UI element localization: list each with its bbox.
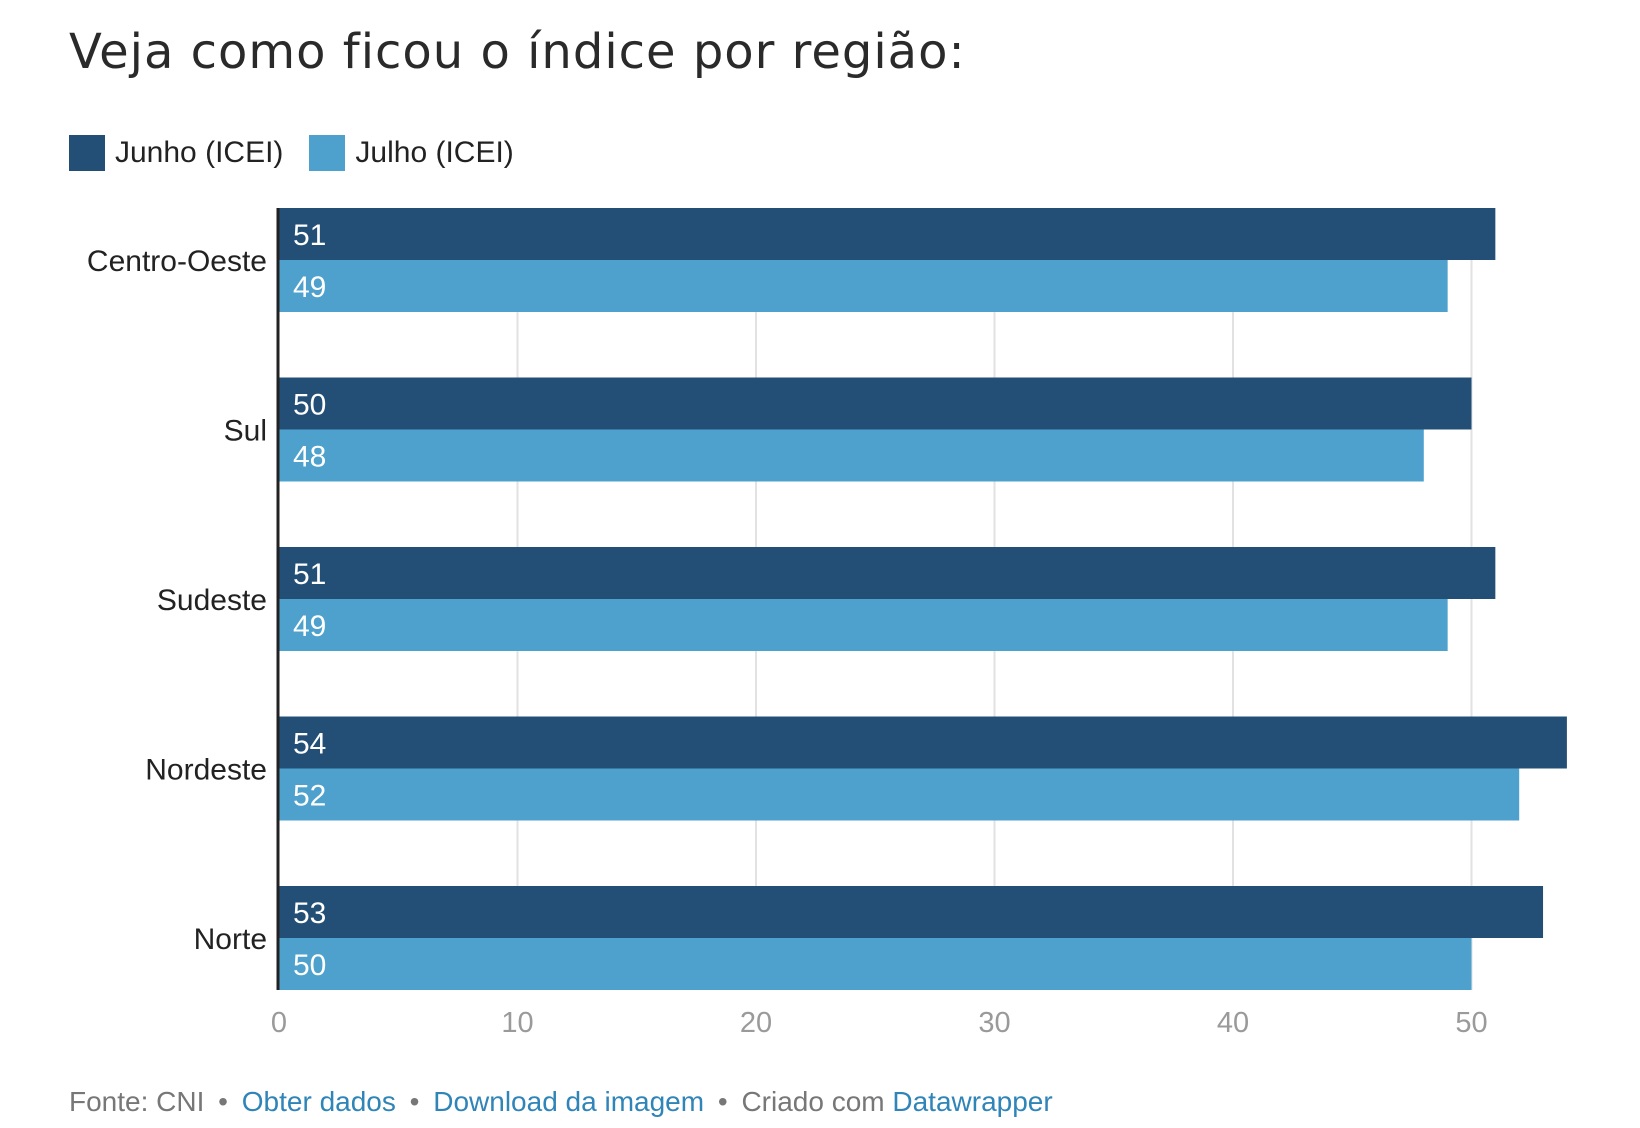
category-label: Sudeste [157,584,267,617]
x-tick-label: 10 [501,1007,533,1039]
x-tick-label: 0 [271,1007,287,1039]
get-data-link[interactable]: Obter dados [241,1086,396,1117]
legend-label-julho: Julho (ICEI) [355,136,514,169]
bar-value-label: 51 [293,219,326,252]
category-label: Nordeste [145,754,267,787]
bar [279,547,1496,599]
datawrapper-link[interactable]: Datawrapper [892,1086,1053,1117]
x-tick-label: 20 [740,1007,772,1039]
bar [279,716,1567,769]
bar [279,599,1448,651]
footer-separator: • [717,1086,728,1117]
bar [279,208,1496,260]
bar [279,260,1448,312]
bar-chart: 51 49 Centro-Oeste 50 48 Sul 51 49 Sudeste 54 52 No… [87,208,1567,1039]
category-label: Centro-Oeste [87,245,267,278]
legend-swatch-junho [69,135,105,171]
bar-value-label: 50 [293,389,326,422]
x-tick-label: 40 [1217,1007,1249,1039]
bar-value-label: 53 [293,897,326,930]
footer-created-with: Criado com [741,1086,885,1117]
x-tick-label: 50 [1455,1007,1487,1039]
bar-value-label: 52 [293,780,326,813]
legend: Junho (ICEI) Julho (ICEI) [69,135,540,171]
bar-value-label: 49 [293,610,326,643]
download-image-link[interactable]: Download da imagem [433,1086,705,1117]
legend-swatch-julho [309,135,346,171]
x-tick-label: 30 [978,1007,1010,1039]
footer-separator: • [218,1086,228,1117]
bar-value-label: 48 [293,441,326,474]
bar-value-label: 54 [293,728,326,761]
legend-label-junho: Junho (ICEI) [115,136,284,169]
footer: Fonte: CNI • Obter dados • Download da i… [69,1086,1053,1118]
category-label: Norte [194,923,267,956]
footer-source: Fonte: CNI [69,1086,205,1117]
chart-title: Veja como ficou o índice por região: [69,24,966,80]
bar [279,938,1472,990]
bar [279,377,1472,430]
bar [279,886,1544,938]
bar [279,768,1520,821]
bar-value-label: 50 [293,949,326,982]
legend-item-julho: Julho (ICEI) [309,135,514,171]
footer-separator: • [409,1086,420,1117]
bar-value-label: 51 [293,558,326,591]
category-label: Sul [224,415,267,448]
legend-item-junho: Junho (ICEI) [69,135,283,171]
bar-value-label: 49 [293,271,326,304]
bar [279,429,1424,482]
